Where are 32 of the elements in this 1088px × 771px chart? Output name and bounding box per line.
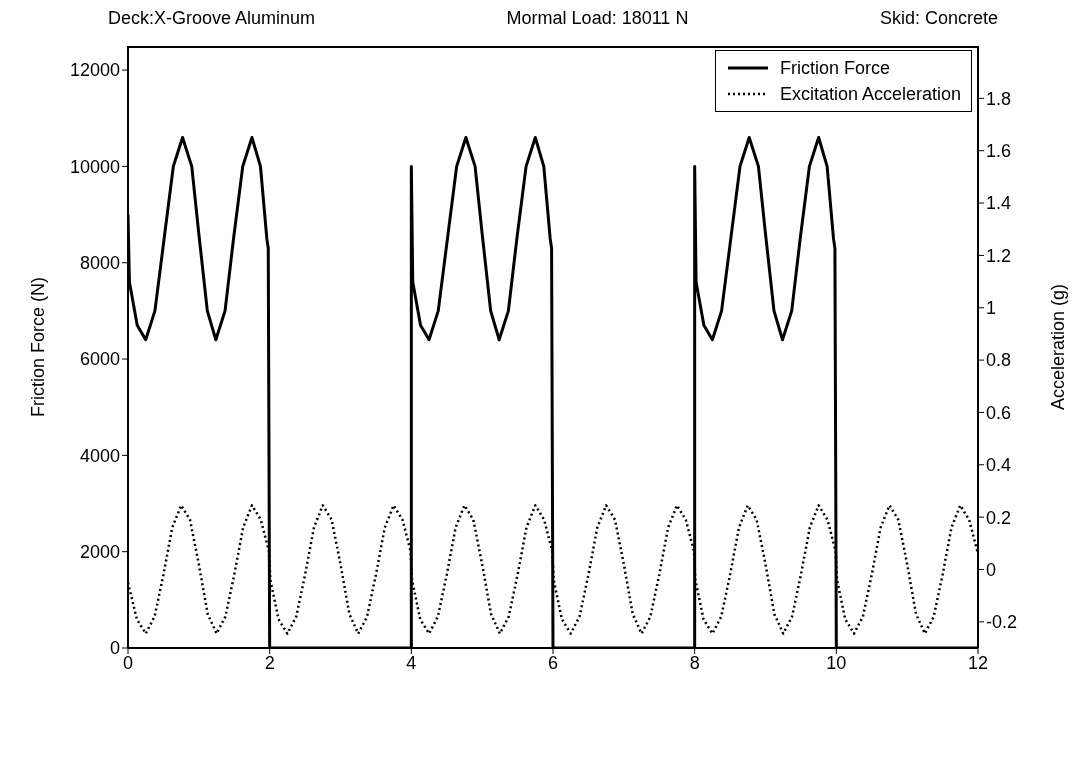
y-tick-label: 6000 — [79, 349, 120, 370]
y-tick-label: 0 — [109, 638, 120, 659]
y2-tick-label: 1.2 — [986, 245, 1012, 266]
y2-tick-label: 1.8 — [986, 88, 1012, 109]
y2-tick-label: 1.4 — [986, 193, 1012, 214]
y2-tick-label: -0.2 — [986, 612, 1018, 633]
y-tick-label: 2000 — [79, 542, 120, 563]
y2-tick-label: 1.6 — [986, 141, 1012, 162]
x-tick-label: 2 — [264, 652, 275, 673]
y-axis-title: Friction Force (N) — [28, 276, 49, 418]
x-tick-label: 10 — [826, 652, 847, 673]
x-tick-label: 12 — [967, 652, 989, 673]
x-tick-label: 4 — [406, 652, 417, 673]
x-tick-label: 0 — [122, 652, 134, 673]
y2-tick-label: 1 — [986, 298, 997, 319]
legend-label: Excitation Acceleration — [779, 83, 961, 106]
y2-tick-label: 0.2 — [986, 507, 1012, 528]
y2-tick-label: 0 — [986, 559, 997, 580]
y2-tick-label: 0.4 — [986, 455, 1012, 476]
y-tick-label: 10000 — [69, 156, 120, 177]
y2-axis-title: Acceleration (g) — [1048, 283, 1069, 411]
chart-title: Deck:X-Groove Aluminum — [108, 8, 316, 30]
y-tick-label: 8000 — [79, 253, 120, 274]
x-tick-label: 8 — [689, 652, 700, 673]
y-tick-label: 12000 — [69, 60, 120, 81]
y2-tick-label: 0.8 — [986, 350, 1012, 371]
legend-label: Friction Force — [779, 57, 890, 80]
y2-tick-label: 0.6 — [986, 402, 1012, 423]
text: Skid: Concrete — [879, 8, 998, 30]
x-tick-label: 6 — [547, 652, 559, 673]
y-tick-label: 4000 — [79, 445, 120, 466]
text: Mormal Load: 18011 N — [506, 8, 689, 30]
